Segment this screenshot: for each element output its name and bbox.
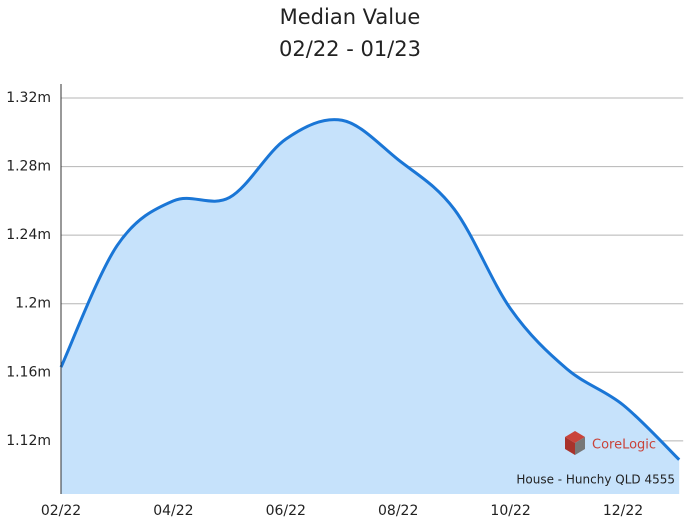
y-tick-label: 1.24m <box>6 227 51 243</box>
x-tick-label: 02/22 <box>41 503 81 519</box>
logo-shape <box>575 437 585 455</box>
logo-shape <box>565 437 575 455</box>
x-tick-label: 06/22 <box>266 503 306 519</box>
y-tick-label: 1.32m <box>6 90 51 106</box>
y-tick-label: 1.28m <box>6 159 51 175</box>
logo <box>565 431 585 455</box>
brand: CoreLogic <box>592 438 656 453</box>
y-tick-label: 1.12m <box>6 433 51 449</box>
x-tick-label: 12/22 <box>603 503 643 519</box>
area-fill <box>61 119 680 495</box>
legend-label: House - Hunchy QLD 4555 <box>516 473 675 487</box>
y-tick-label: 1.16m <box>6 364 51 380</box>
chart-title: Median Value <box>280 5 421 29</box>
y-tick-label: 1.2m <box>15 296 51 312</box>
x-tick-label: 04/22 <box>153 503 193 519</box>
x-tick-label: 10/22 <box>490 503 530 519</box>
x-tick-label: 08/22 <box>378 503 418 519</box>
line <box>59 118 681 461</box>
chart-subtitle: 02/22 - 01/23 <box>279 37 421 61</box>
